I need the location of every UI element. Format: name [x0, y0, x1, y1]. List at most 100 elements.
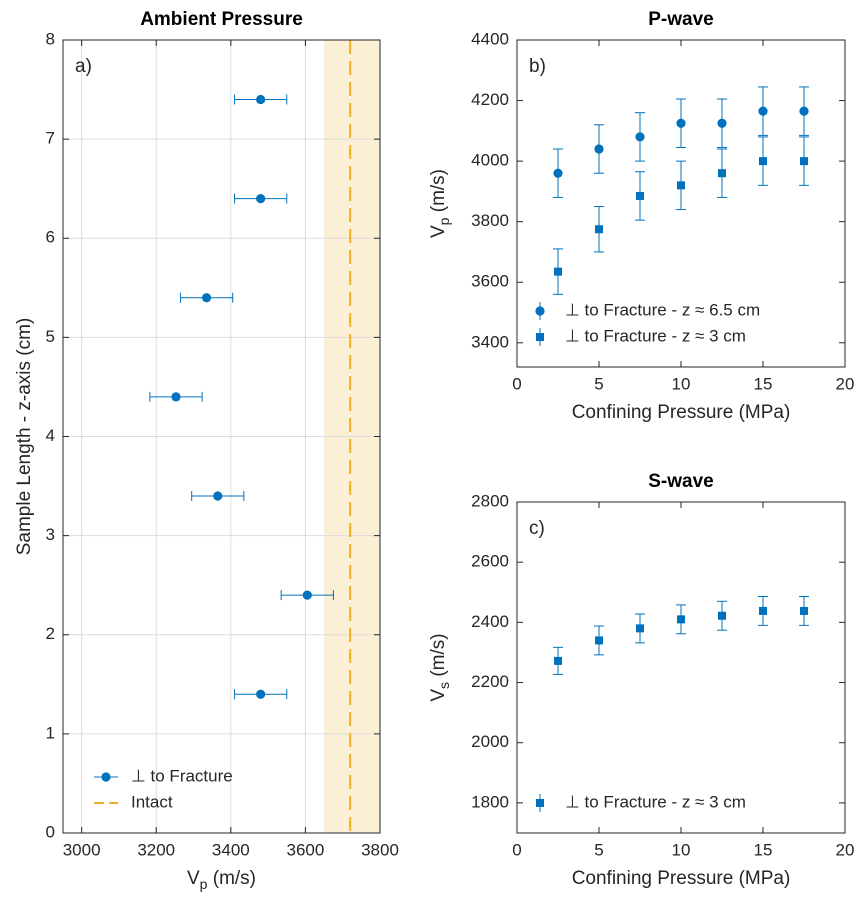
y-axis-label: Sample Length - z-axis (cm): [14, 318, 35, 556]
marker: [759, 157, 767, 166]
y-tick-label: 3: [46, 525, 55, 544]
y-axis-label-part: (m/s): [428, 169, 449, 218]
marker: [302, 590, 312, 600]
marker: [595, 636, 603, 645]
panel-label: c): [529, 518, 545, 539]
y-axis-label-part: V: [428, 689, 449, 702]
x-axis-label-part: Confining Pressure (MPa): [572, 868, 791, 889]
x-tick-label: 0: [512, 840, 521, 859]
axes-box: [516, 39, 846, 368]
y-tick-label: 4200: [471, 90, 509, 109]
y-tick-label: 1: [46, 723, 55, 742]
legend-label: ⊥ to Fracture - z ≈ 3 cm: [565, 326, 746, 345]
x-tick-label: 20: [836, 840, 855, 859]
y-axis-label-part: V: [428, 225, 449, 238]
x-axis-label-part: Confining Pressure (MPa): [572, 402, 791, 423]
x-tick-label: 15: [754, 374, 773, 393]
x-tick-label: 0: [512, 374, 521, 393]
marker: [201, 293, 212, 303]
marker: [256, 194, 266, 204]
x-tick-label: 3200: [137, 840, 175, 859]
y-tick-label: 4400: [471, 29, 509, 48]
marker: [799, 106, 809, 116]
y-tick-label: 2800: [471, 491, 509, 510]
marker: [718, 169, 726, 178]
panel-label: b): [529, 56, 546, 77]
axes-background: [517, 502, 845, 833]
y-tick-label: 2000: [471, 732, 509, 751]
y-tick-label: 2200: [471, 672, 509, 691]
y-tick-label: 4000: [471, 151, 509, 170]
legend-label: ⊥ to Fracture - z ≈ 3 cm: [565, 792, 746, 811]
marker: [677, 615, 685, 624]
marker: [636, 191, 644, 200]
x-tick-label: 5: [594, 374, 603, 393]
x-tick-label: 5: [594, 840, 603, 859]
x-tick-label: 10: [672, 840, 691, 859]
marker: [635, 132, 645, 142]
legend-label: Intact: [131, 792, 173, 811]
legend-marker: [536, 799, 544, 807]
marker: [800, 157, 808, 166]
marker: [718, 611, 726, 620]
x-tick-label: 3600: [286, 840, 324, 859]
axes-box: [516, 501, 846, 834]
y-tick-label: 1800: [471, 792, 509, 811]
y-tick-label: 3600: [471, 272, 509, 291]
marker: [636, 624, 644, 633]
y-axis-label-part: Sample Length - z-axis (cm): [14, 318, 35, 556]
y-tick-label: 0: [46, 822, 55, 841]
y-tick-label: 7: [46, 129, 55, 148]
marker: [553, 168, 563, 178]
x-tick-label: 15: [754, 840, 773, 859]
y-tick-label: 5: [46, 327, 55, 346]
chart-title: Ambient Pressure: [140, 9, 303, 30]
legend-label: ⊥ to Fracture - z ≈ 6.5 cm: [565, 300, 760, 319]
y-axis-label-part: (m/s): [428, 633, 449, 682]
marker: [759, 606, 767, 615]
legend-marker: [101, 772, 111, 782]
marker: [676, 118, 686, 128]
y-axis-label-part: s: [436, 682, 452, 689]
x-axis-label-part: (m/s): [207, 868, 256, 889]
marker: [256, 94, 266, 105]
marker: [595, 225, 603, 234]
x-axis-label: Confining Pressure (MPa): [572, 402, 791, 423]
marker: [554, 267, 562, 276]
y-tick-label: 8: [46, 29, 55, 48]
marker: [256, 689, 266, 699]
y-tick-label: 2600: [471, 552, 509, 571]
x-axis-label-part: p: [200, 876, 208, 892]
y-tick-label: 2: [46, 624, 55, 643]
x-tick-label: 10: [672, 374, 691, 393]
legend-marker: [536, 333, 544, 341]
y-axis-label-part: p: [436, 217, 452, 225]
marker: [800, 606, 808, 615]
marker: [594, 144, 604, 154]
y-tick-label: 4: [46, 426, 55, 445]
x-axis-label: Confining Pressure (MPa): [572, 868, 791, 889]
marker: [171, 392, 181, 402]
y-tick-label: 3800: [471, 211, 509, 230]
legend-marker: [535, 306, 545, 316]
marker: [213, 491, 223, 501]
x-tick-label: 3800: [361, 840, 399, 859]
y-tick-label: 3400: [471, 332, 509, 351]
panel-label: a): [75, 56, 92, 77]
chart-title: P-wave: [648, 9, 713, 30]
x-tick-label: 3400: [212, 840, 250, 859]
marker: [554, 656, 562, 665]
x-axis-label-part: V: [187, 868, 200, 889]
y-axis-label: Vs (m/s): [428, 633, 452, 701]
marker: [758, 106, 768, 116]
x-tick-label: 20: [836, 374, 855, 393]
x-axis-label: Vp (m/s): [187, 868, 256, 892]
x-tick-label: 3000: [63, 840, 101, 859]
legend-label: ⊥ to Fracture: [131, 766, 233, 785]
y-tick-label: 6: [46, 228, 55, 247]
marker: [717, 118, 727, 128]
y-axis-label: Vp (m/s): [428, 169, 452, 238]
chart-title: S-wave: [648, 471, 713, 492]
